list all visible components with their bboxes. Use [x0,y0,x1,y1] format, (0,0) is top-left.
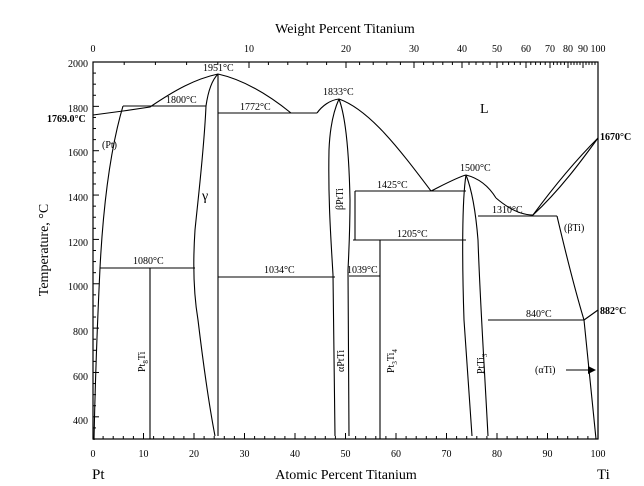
liquidus-ti-side [532,137,599,216]
phase-boundaries [92,73,599,441]
gamma-apex-left [205,73,219,107]
top-tick-label: 30 [409,44,419,55]
label-1951: 1951°C [203,63,234,74]
top-axis-title: Weight Percent Titanium [275,22,415,37]
top-tick-label: 50 [492,44,502,55]
betaptti-left-boundary [328,98,340,437]
phase-alpha-ti: (αTi) [535,365,555,376]
top-tick-labels: 0 10 20 30 40 50 60 70 80 90 100 [91,44,606,55]
bottom-tick-label: 50 [341,449,351,460]
bottom-axis-ticks [92,433,599,439]
alpha-ti-left-boundary [583,319,597,440]
bottom-tick-label: 100 [591,449,606,460]
label-840: 840°C [526,309,552,320]
top-axis-ticks [92,62,599,68]
liquidus-gamma-right [217,73,292,114]
phase-gamma: γ [201,189,208,204]
liquidus-to-1310-eutectic [495,197,534,216]
bottom-axis-title: Atomic Percent Titanium [275,468,417,483]
ptti3-left-boundary [462,174,473,437]
betaptti-right-boundary [338,98,351,437]
label-1500: 1500°C [460,163,491,174]
top-tick-label: 20 [341,44,351,55]
top-tick-label: 100 [591,44,606,55]
element-label-ti: Ti [597,467,610,483]
solidus-beta-ti [532,137,599,216]
label-1772: 1772°C [240,102,271,113]
phase-liquid: L [480,102,489,117]
plot-frame [92,61,599,440]
ptti3-right-boundary [465,174,489,437]
element-label-pt: Pt [92,467,105,483]
phase-beta-ti: (βTi) [564,223,584,234]
bottom-tick-label: 20 [189,449,199,460]
liquidus-pt-side [92,73,219,116]
phase-pt-solid: (Pt) [102,140,117,151]
left-tick-label: 400 [73,416,88,427]
invariant-lines [100,105,584,439]
top-tick-label: 90 [578,44,588,55]
left-tick-label: 1400 [68,193,88,204]
label-1310: 1310°C [492,205,523,216]
left-axis-title: Temperature, °C [37,204,52,296]
top-tick-label: 70 [545,44,555,55]
pt-solvus [93,105,124,441]
top-tick-label: 60 [521,44,531,55]
ti-transition-label: 882°C [600,306,626,317]
top-tick-label: 10 [244,44,254,55]
beta-ti-solvus [556,215,585,321]
left-tick-label: 1800 [68,104,88,115]
left-tick-label: 1600 [68,148,88,159]
liquidus-ptti3-left [430,174,467,192]
label-1205: 1205°C [397,229,428,240]
bottom-tick-labels: 0 10 20 30 40 50 60 70 80 90 100 [91,449,606,460]
left-tick-label: 2000 [68,59,88,70]
left-axis-ticks [93,61,99,440]
left-tick-label: 1200 [68,238,88,249]
liquidus-betaptti-left [316,98,340,114]
liquidus-betaptti-right [338,98,432,192]
phase-alpha-ptti: αPtTi [336,350,347,372]
bottom-tick-label: 0 [91,449,96,460]
alpha-ti-top [583,309,599,321]
label-1039: 1039°C [347,265,378,276]
bottom-tick-label: 90 [543,449,553,460]
pt-melting-label: 1769.0°C [47,114,86,125]
bottom-tick-label: 40 [290,449,300,460]
left-tick-label: 1000 [68,282,88,293]
gamma-left-boundary [193,105,216,437]
top-tick-label: 40 [457,44,467,55]
phase-beta-ptti: βPtTi [335,188,346,210]
bottom-tick-label: 10 [139,449,149,460]
top-tick-label: 0 [91,44,96,55]
label-1034: 1034°C [264,265,295,276]
label-1425: 1425°C [377,180,408,191]
label-1800: 1800°C [166,95,197,106]
phase-pt8ti: Pt8Ti [137,351,150,372]
phase-pt3ti4: Pt3Ti4 [386,349,399,373]
label-1080: 1080°C [133,256,164,267]
bottom-tick-label: 80 [492,449,502,460]
top-tick-label: 80 [563,44,573,55]
left-tick-labels: 400 600 800 1000 1200 1400 1600 1800 200… [68,59,88,427]
bottom-tick-label: 30 [240,449,250,460]
alpha-ti-arrow [566,366,596,374]
bottom-tick-label: 60 [391,449,401,460]
ti-melting-label: 1670°C [600,132,631,143]
phase-ptti3: PtTi3 [476,353,489,374]
label-1833: 1833°C [323,87,354,98]
left-tick-label: 800 [73,327,88,338]
left-tick-label: 600 [73,372,88,383]
liquidus-ptti3-right [465,174,497,199]
bottom-tick-label: 70 [442,449,452,460]
